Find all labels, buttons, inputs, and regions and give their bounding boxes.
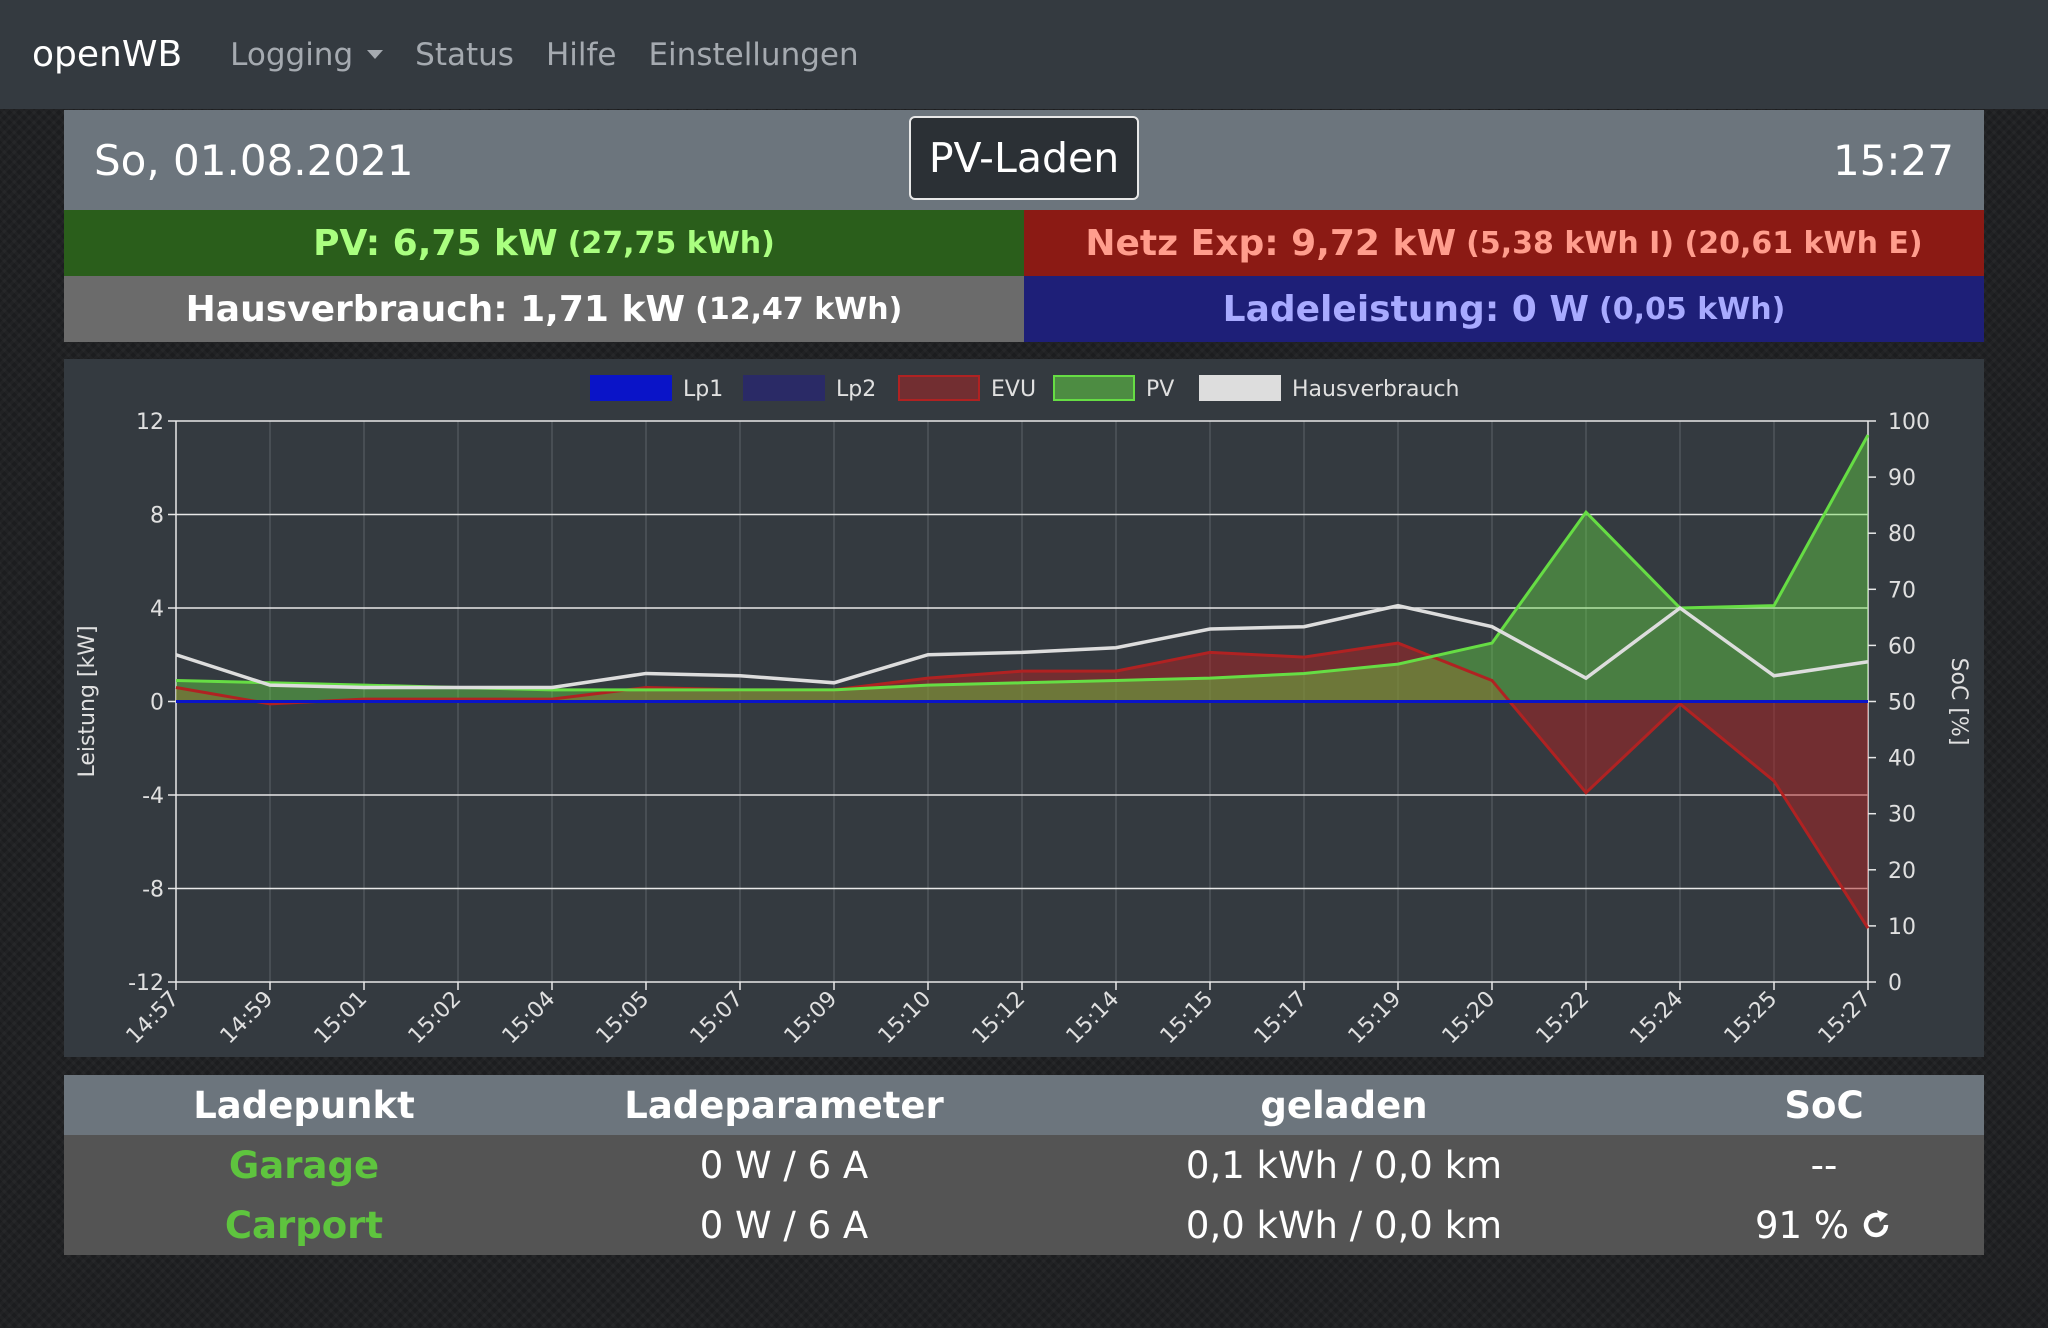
x-tick-label: 15:24: [1626, 987, 1689, 1050]
soc-cell: 91 %: [1664, 1195, 1984, 1255]
y-tick-label: 0: [150, 691, 164, 716]
x-tick-label: 15:07: [686, 987, 749, 1050]
y2-tick-label: 70: [1888, 578, 1916, 603]
charge-point-name[interactable]: Garage: [228, 1143, 380, 1187]
nav-logging[interactable]: Logging: [230, 36, 384, 73]
power-chart-panel: 12 8 4 0 -4 -8 -12 100 90 80 70 60 50 40 30 20 10 0 14:57 1…: [64, 359, 1984, 1057]
series-line-hausverbrauch: [175, 603, 1869, 690]
y-tick-label: -8: [142, 878, 164, 903]
soc-value: --: [1810, 1143, 1838, 1187]
x-tick-label: 15:27: [1814, 987, 1877, 1050]
charge-parameter: 0 W / 6 A: [699, 1203, 869, 1247]
x-tick-label: 15:01: [310, 987, 373, 1050]
x-tick-label: 15:12: [968, 987, 1031, 1050]
y2-tick-label: 20: [1888, 859, 1916, 884]
charging-energy-value: (0,05 kWh): [1599, 291, 1786, 327]
charge-point-table: Ladepunkt Ladeparameter geladen SoC Gara…: [64, 1075, 1984, 1255]
legend-swatch: [1053, 375, 1135, 401]
time-label: 15:27: [1832, 135, 1954, 185]
x-tick-label: 15:15: [1156, 987, 1219, 1050]
soc-value: 91 %: [1755, 1203, 1849, 1247]
header-ladepunkt: Ladepunkt: [193, 1083, 415, 1127]
legend-label: EVU: [991, 377, 1036, 402]
y-tick-label: 12: [136, 410, 164, 435]
legend-swatch: [898, 375, 980, 401]
caret-down-icon: [367, 50, 384, 59]
table-row[interactable]: Garage 0 W / 6 A 0,1 kWh / 0,0 km --: [64, 1135, 1984, 1195]
y2-tick-label: 60: [1888, 634, 1916, 659]
y2-tick-label: 10: [1888, 915, 1916, 940]
y2-tick-label: 90: [1888, 466, 1916, 491]
charging-power-value: Ladeleistung: 0 W: [1222, 288, 1590, 330]
house-consumption-tile: Hausverbrauch: 1,71 kW (12,47 kWh): [64, 276, 1024, 342]
x-tick-label: 15:05: [592, 987, 655, 1050]
legend-label: PV: [1146, 377, 1174, 402]
x-tick-label: 15:14: [1062, 987, 1125, 1050]
legend-swatch: [743, 375, 825, 401]
nav-hilfe[interactable]: Hilfe: [545, 36, 617, 73]
y2-tick-label: 40: [1888, 747, 1916, 772]
nav-einstellungen[interactable]: Einstellungen: [648, 36, 859, 73]
charge-point-name[interactable]: Carport: [224, 1203, 384, 1247]
x-tick-label: 15:02: [404, 987, 467, 1050]
pv-energy-value: (27,75 kWh): [567, 225, 775, 261]
y-axis-title: Leistung [kW]: [75, 625, 100, 777]
grid-energy-value: (5,38 kWh I) (20,61 kWh E): [1466, 225, 1923, 261]
y2-tick-label: 50: [1888, 691, 1916, 716]
nav-status[interactable]: Status: [415, 36, 514, 73]
charge-mode-button[interactable]: PV-Laden: [909, 116, 1139, 200]
house-consumption-value: Hausverbrauch: 1,71 kW: [185, 288, 686, 330]
y-tick-label: 4: [150, 597, 164, 622]
y2-tick-label: 80: [1888, 522, 1916, 547]
pv-power-value: PV: 6,75 kW: [313, 222, 558, 264]
date-label: So, 01.08.2021: [94, 135, 414, 185]
series-line-evu: [175, 641, 1870, 930]
y2-tick-label: 30: [1888, 803, 1916, 828]
charge-parameter: 0 W / 6 A: [699, 1143, 869, 1187]
y2-axis-title: SoC [%]: [1946, 658, 1971, 746]
legend-label: Hausverbrauch: [1292, 377, 1460, 402]
legend-swatch: [1199, 375, 1281, 401]
y-tick-label: -4: [142, 784, 164, 809]
legend-label: Lp1: [683, 377, 723, 402]
header-geladen: geladen: [1260, 1083, 1428, 1127]
house-energy-value: (12,47 kWh): [695, 291, 903, 327]
x-tick-label: 15:04: [498, 987, 561, 1050]
table-row[interactable]: Carport 0 W / 6 A 0,0 kWh / 0,0 km 91 %: [64, 1195, 1984, 1255]
grid-power-value: Netz Exp: 9,72 kW: [1085, 222, 1457, 264]
x-tick-label: 14:59: [216, 987, 279, 1050]
x-tick-label: 15:19: [1344, 987, 1407, 1050]
legend-label: Lp2: [836, 377, 876, 402]
y-tick-label: -12: [128, 971, 164, 996]
x-tick-label: 15:20: [1438, 987, 1501, 1050]
grid-power-tile: Netz Exp: 9,72 kW (5,38 kWh I) (20,61 kW…: [1024, 210, 1984, 276]
nav-logging-label: Logging: [230, 36, 354, 73]
y2-tick-label: 0: [1888, 971, 1902, 996]
brand-logo[interactable]: openWB: [32, 34, 183, 75]
header-ladeparameter: Ladeparameter: [624, 1083, 944, 1127]
header-soc: SoC: [1784, 1083, 1864, 1127]
navbar: openWB Logging Status Hilfe Einstellunge…: [0, 0, 2048, 109]
x-tick-label: 15:10: [874, 987, 937, 1050]
pv-power-tile: PV: 6,75 kW (27,75 kWh): [64, 210, 1024, 276]
x-tick-label: 15:09: [780, 987, 843, 1050]
y2-tick-label: 100: [1888, 410, 1930, 435]
charged-amount: 0,0 kWh / 0,0 km: [1185, 1203, 1503, 1247]
charging-power-tile: Ladeleistung: 0 W (0,05 kWh): [1024, 276, 1984, 342]
table-header: Ladepunkt Ladeparameter geladen SoC: [64, 1075, 1984, 1135]
legend-swatch: [590, 375, 672, 401]
series-area-pv: [176, 435, 1868, 702]
date-mode-bar: So, 01.08.2021 PV-Laden 15:27: [64, 110, 1984, 210]
y-tick-label: 8: [150, 504, 164, 529]
refresh-icon[interactable]: [1859, 1208, 1893, 1242]
charged-amount: 0,1 kWh / 0,0 km: [1185, 1143, 1503, 1187]
x-tick-label: 15:22: [1532, 987, 1595, 1050]
x-tick-label: 15:17: [1250, 987, 1313, 1050]
x-tick-label: 15:25: [1720, 987, 1783, 1050]
